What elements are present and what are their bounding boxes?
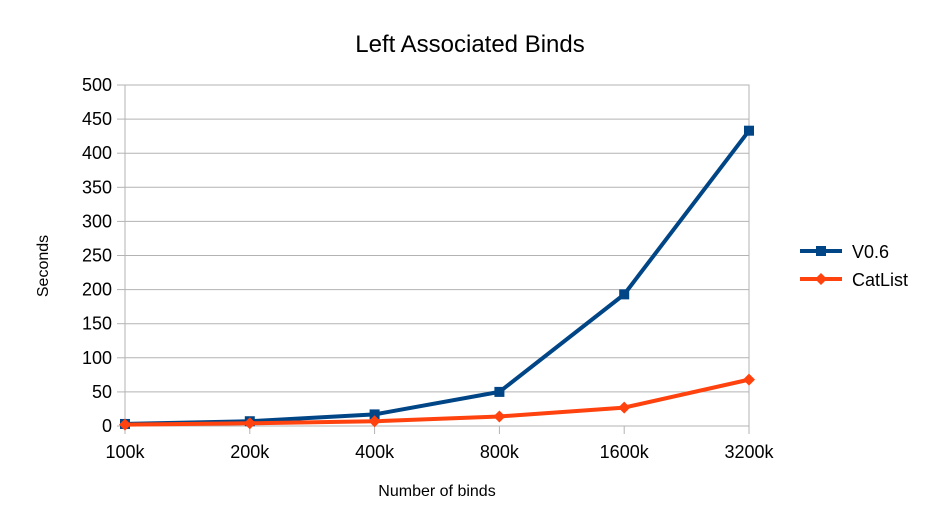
data-point xyxy=(744,125,754,136)
data-point xyxy=(368,415,381,428)
series-line xyxy=(123,128,751,426)
x-tick-label: 1600k xyxy=(600,442,650,462)
legend-swatch-marker xyxy=(815,273,827,285)
y-tick-label: 100 xyxy=(82,348,112,368)
data-point xyxy=(619,289,630,300)
x-axis-ticks: 100k 200k 400k 800k 1600k 3200k xyxy=(105,426,775,462)
y-tick-label: 300 xyxy=(82,211,112,231)
data-point xyxy=(743,373,755,386)
x-tick-label: 200k xyxy=(230,442,270,462)
data-point xyxy=(618,401,631,414)
x-tick-label: 800k xyxy=(480,442,520,462)
data-point xyxy=(243,417,256,430)
x-tick-label: 400k xyxy=(355,442,395,462)
y-tick-label: 400 xyxy=(82,143,112,163)
plot-area xyxy=(124,84,750,427)
y-tick-label: 200 xyxy=(82,280,112,300)
series-1 xyxy=(119,373,755,431)
y-axis-ticks: 0 50 100 150 200 250 300 350 400 450 500 xyxy=(82,75,125,436)
x-tick-label: 100k xyxy=(105,442,145,462)
data-point xyxy=(369,409,380,420)
y-tick-label: 450 xyxy=(82,109,112,129)
legend-label: V0.6 xyxy=(852,242,889,262)
x-axis-title: Number of binds xyxy=(378,483,495,500)
legend-label: CatList xyxy=(852,270,908,290)
data-point xyxy=(119,418,131,431)
chart-title: Left Associated Binds xyxy=(355,31,584,58)
x-tick-label: 3200k xyxy=(724,442,774,462)
series-0 xyxy=(120,125,754,429)
data-point xyxy=(493,410,506,423)
legend-item: CatList xyxy=(800,270,908,290)
y-axis-title: Seconds xyxy=(35,235,52,297)
y-tick-label: 150 xyxy=(82,314,112,334)
y-tick-label: 250 xyxy=(82,246,112,266)
y-tick-label: 50 xyxy=(92,382,112,402)
data-point xyxy=(494,386,505,397)
y-tick-label: 0 xyxy=(102,416,112,436)
legend-item: V0.6 xyxy=(800,242,889,262)
legend-swatch-marker xyxy=(816,246,826,256)
series-group xyxy=(119,125,755,431)
y-tick-label: 350 xyxy=(82,177,112,197)
legend: V0.6 CatList xyxy=(800,242,908,290)
y-tick-label: 500 xyxy=(82,75,112,95)
series-line xyxy=(123,377,751,427)
